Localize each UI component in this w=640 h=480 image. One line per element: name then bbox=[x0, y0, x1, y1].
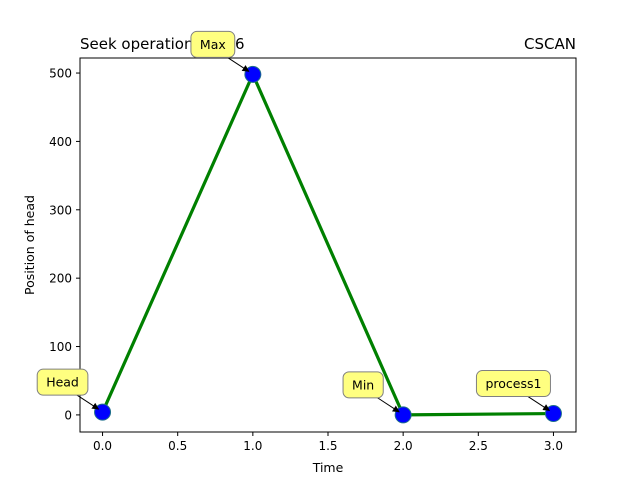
x-axis: 0.0 0.5 1.0 1.5 2.0 2.5 3.0 bbox=[93, 432, 563, 453]
data-point bbox=[544, 405, 562, 423]
annotation-box bbox=[190, 30, 236, 58]
chart-algorithm-label: CSCAN bbox=[524, 35, 576, 53]
annotation-callout: Max bbox=[190, 30, 236, 58]
annotation-callout: process1 bbox=[475, 370, 551, 398]
y-tick-label: 100 bbox=[49, 340, 72, 354]
x-tick-label: 2.5 bbox=[469, 439, 488, 453]
annotation-label: process1 bbox=[485, 376, 541, 391]
annotation-box bbox=[342, 371, 384, 399]
y-tick-label: 200 bbox=[49, 272, 72, 286]
data-point bbox=[394, 406, 412, 424]
y-axis-label: Position of head bbox=[22, 195, 37, 295]
y-tick-label: 300 bbox=[49, 203, 72, 217]
x-tick-label: 1.5 bbox=[318, 439, 337, 453]
y-axis: 0 100 200 300 400 500 bbox=[49, 67, 80, 422]
data-point bbox=[94, 403, 112, 421]
x-tick-label: 2.0 bbox=[394, 439, 413, 453]
y-tick-label: 0 bbox=[64, 408, 72, 422]
annotations: Head Max Min process1 bbox=[36, 30, 551, 413]
x-axis-label: Time bbox=[312, 460, 344, 475]
y-tick-label: 400 bbox=[49, 135, 72, 149]
annotation-label: Head bbox=[46, 375, 79, 390]
series-line bbox=[101, 72, 554, 417]
annotation-label: Min bbox=[352, 377, 374, 392]
annotation-callout: Min bbox=[342, 371, 384, 399]
annotation-box bbox=[36, 368, 89, 396]
annotation-box bbox=[475, 370, 551, 398]
x-tick-label: 1.0 bbox=[243, 439, 262, 453]
y-tick-label: 500 bbox=[49, 67, 72, 81]
annotation-label: Max bbox=[200, 37, 226, 52]
annotation-callout: Head bbox=[36, 368, 89, 396]
x-tick-label: 0.5 bbox=[168, 439, 187, 453]
x-tick-label: 0.0 bbox=[93, 439, 112, 453]
x-tick-label: 3.0 bbox=[544, 439, 563, 453]
data-point bbox=[244, 65, 262, 83]
